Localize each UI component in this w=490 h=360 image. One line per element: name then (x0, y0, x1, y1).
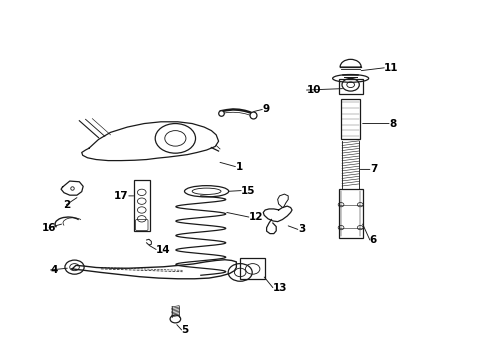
Text: 12: 12 (249, 212, 263, 222)
Bar (134, 180, 150, 231)
Text: 11: 11 (384, 63, 399, 73)
Text: 2: 2 (63, 200, 70, 210)
Text: 4: 4 (50, 265, 58, 275)
Text: 13: 13 (273, 283, 287, 293)
Text: 17: 17 (114, 191, 129, 201)
Bar (240, 258, 265, 279)
Text: 8: 8 (389, 118, 396, 129)
Text: 5: 5 (182, 325, 189, 335)
Text: 6: 6 (370, 235, 377, 245)
Text: 1: 1 (235, 162, 243, 172)
Text: 9: 9 (262, 104, 270, 114)
Text: 16: 16 (42, 222, 56, 233)
Bar (341, 99, 360, 139)
Text: 15: 15 (241, 186, 256, 195)
Bar (339, 189, 363, 238)
Bar (339, 80, 363, 94)
Text: 14: 14 (156, 244, 171, 255)
Text: 10: 10 (306, 85, 321, 95)
Text: 3: 3 (298, 224, 305, 234)
Text: 7: 7 (370, 165, 377, 174)
